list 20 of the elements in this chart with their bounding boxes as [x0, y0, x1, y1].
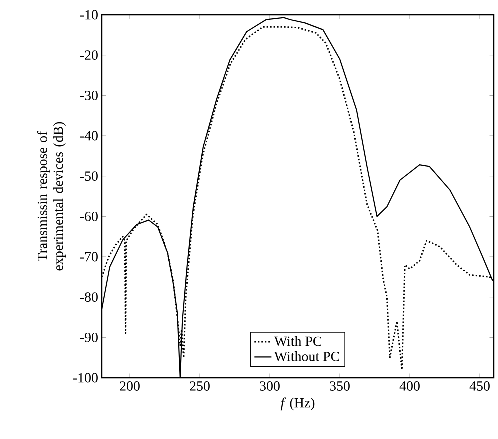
- x-axis-title: f (Hz): [280, 398, 315, 411]
- x-tick-label: 350: [330, 382, 350, 391]
- x-tick-label: 300: [260, 382, 280, 391]
- y-tick-label: -30: [80, 90, 98, 100]
- legend-label: With PC: [274, 336, 322, 346]
- y-tick-label: -100: [73, 373, 98, 383]
- y-tick-label: -10: [80, 10, 98, 20]
- y-tick-label: -50: [80, 172, 98, 182]
- y-axis-title: Transmissin respose of experimental devices (dB): [37, 122, 66, 271]
- y-tick-label: -70: [80, 252, 98, 262]
- y-tick-label: -20: [80, 50, 98, 60]
- legend-label: Without PC: [274, 352, 340, 362]
- x-tick-label: 400: [400, 382, 420, 391]
- x-tick-label: 450: [470, 382, 490, 391]
- y-tick-label: -60: [80, 212, 98, 222]
- y-tick-label: -90: [80, 332, 98, 342]
- x-tick-label: 200: [120, 382, 140, 391]
- y-tick-label: -80: [80, 292, 98, 302]
- y-tick-label: -40: [80, 131, 98, 141]
- x-tick-label: 250: [190, 382, 210, 391]
